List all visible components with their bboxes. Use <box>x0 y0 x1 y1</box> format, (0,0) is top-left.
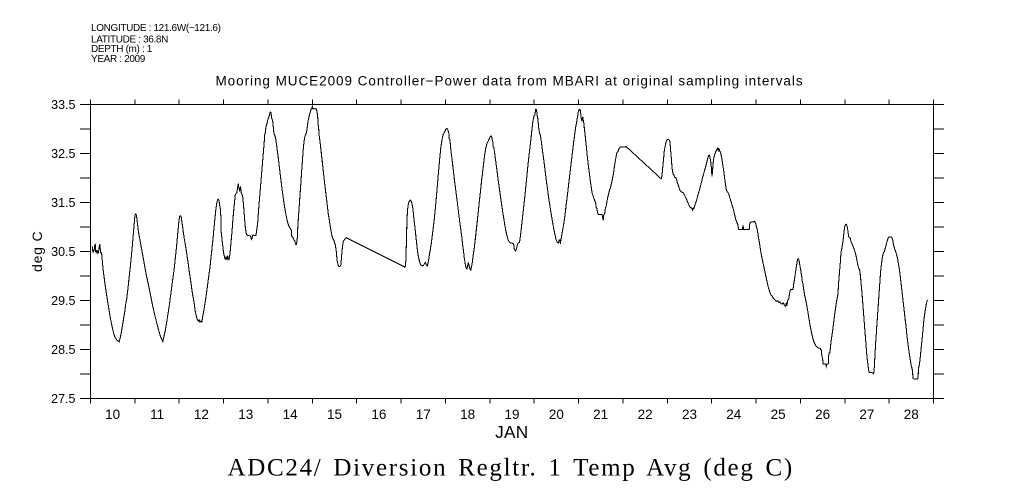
svg-text:31.5: 31.5 <box>51 196 75 210</box>
svg-text:24: 24 <box>726 407 742 422</box>
svg-text:28.5: 28.5 <box>51 343 75 357</box>
svg-text:YEAR : 2009: YEAR : 2009 <box>91 54 146 65</box>
svg-text:11: 11 <box>150 407 164 422</box>
svg-text:15: 15 <box>327 407 342 422</box>
svg-text:14: 14 <box>283 407 299 422</box>
svg-text:12: 12 <box>194 407 209 422</box>
svg-text:deg C: deg C <box>29 231 45 272</box>
svg-text:22: 22 <box>638 407 653 422</box>
svg-text:23: 23 <box>682 407 697 422</box>
svg-text:JAN: JAN <box>495 422 528 442</box>
svg-text:19: 19 <box>504 407 519 422</box>
svg-text:28: 28 <box>904 407 919 422</box>
svg-text:30.5: 30.5 <box>51 245 75 259</box>
svg-text:29.5: 29.5 <box>51 294 75 308</box>
svg-text:10: 10 <box>105 407 120 422</box>
svg-text:33.5: 33.5 <box>51 98 75 112</box>
svg-text:32.5: 32.5 <box>51 147 75 161</box>
svg-text:25: 25 <box>771 407 786 422</box>
svg-text:27: 27 <box>859 407 874 422</box>
svg-text:27.5: 27.5 <box>51 392 75 406</box>
svg-text:20: 20 <box>549 407 564 422</box>
svg-text:16: 16 <box>371 407 386 422</box>
svg-text:18: 18 <box>460 407 475 422</box>
svg-text:26: 26 <box>815 407 830 422</box>
svg-text:17: 17 <box>416 407 431 422</box>
svg-text:21: 21 <box>593 407 608 422</box>
svg-text:13: 13 <box>238 407 253 422</box>
svg-text:Mooring MUCE2009 Controller−Po: Mooring MUCE2009 Controller−Power data f… <box>215 73 803 88</box>
svg-text:LATITUDE : 36.8N: LATITUDE : 36.8N <box>91 34 168 45</box>
svg-text:LONGITUDE : 121.6W(−121.6): LONGITUDE : 121.6W(−121.6) <box>91 23 221 34</box>
svg-text:ADC24/ Diversion Regltr. 1 Tem: ADC24/ Diversion Regltr. 1 Temp Avg (deg… <box>228 455 794 482</box>
svg-text:DEPTH (m) : 1: DEPTH (m) : 1 <box>91 44 153 55</box>
